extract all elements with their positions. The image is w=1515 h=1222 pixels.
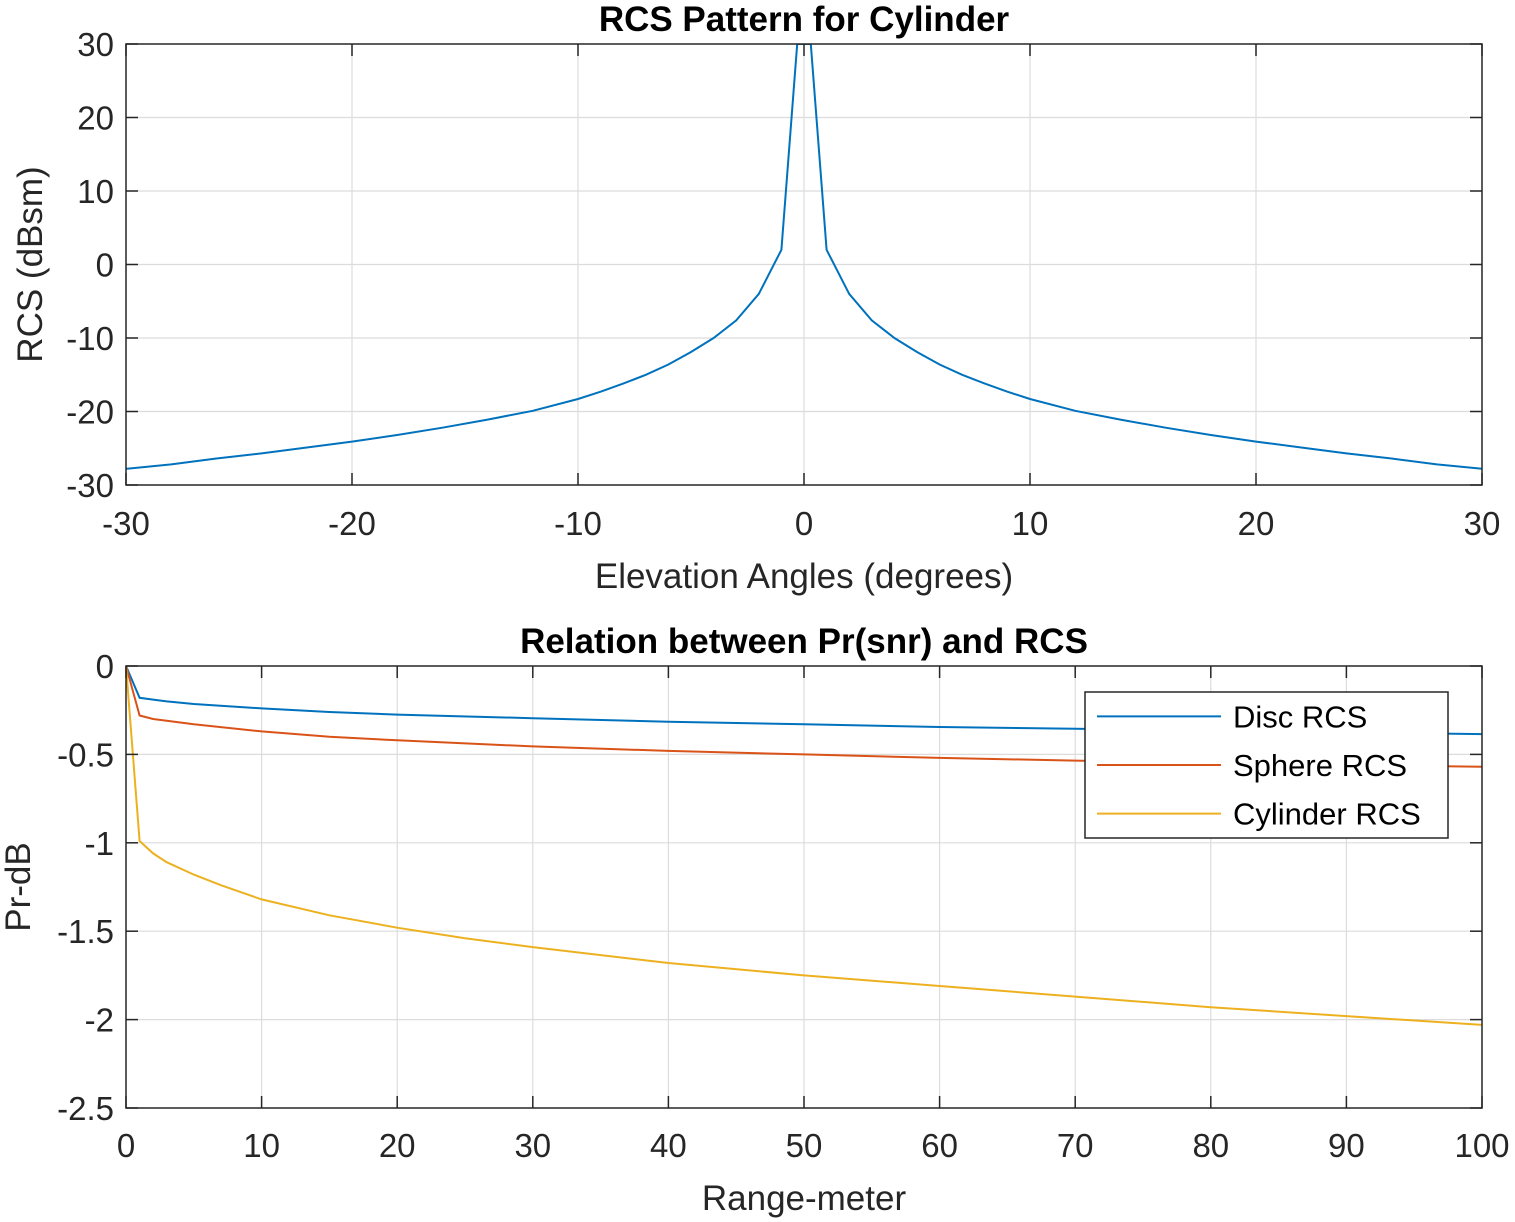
- y-tick-label: -1: [85, 825, 114, 862]
- series-line: [126, 44, 1482, 470]
- x-tick-labels: 0 10 20 30 40 50 60 70 80 90 100: [117, 1127, 1510, 1164]
- x-tick-label: 20: [1238, 505, 1275, 542]
- x-axis-label: Range-meter: [702, 1179, 907, 1218]
- x-tick-label: 0: [117, 1127, 135, 1164]
- x-tick-label: 30: [1464, 505, 1501, 542]
- y-tick-label: 10: [77, 173, 114, 210]
- y-axis-label: Pr-dB: [0, 842, 38, 931]
- y-axis-label: RCS (dBsm): [11, 166, 50, 362]
- y-tick-label: 0: [96, 648, 114, 685]
- x-tick-label: 80: [1192, 1127, 1229, 1164]
- x-tick-label: 100: [1454, 1127, 1509, 1164]
- x-tick-label: 0: [795, 505, 813, 542]
- y-tick-labels: -30 -20 -10 0 10 20 30: [66, 26, 114, 504]
- series-group: [126, 44, 1482, 470]
- x-tick-label: 40: [650, 1127, 687, 1164]
- legend-label-sphere: Sphere RCS: [1233, 748, 1407, 783]
- x-tick-label: 30: [514, 1127, 551, 1164]
- x-tick-label: 70: [1057, 1127, 1094, 1164]
- x-tick-label: -10: [554, 505, 602, 542]
- y-tick-label: -1.5: [57, 913, 114, 950]
- legend-label-disc: Disc RCS: [1233, 699, 1367, 734]
- chart-rcs-pattern: -30 -20 -10 0 10 20 30 -30 -20 -10 0 10 20 30 RCS Pa…: [11, 0, 1500, 596]
- y-tick-label: 30: [77, 26, 114, 63]
- x-tick-label: 90: [1328, 1127, 1365, 1164]
- ticks: [125, 43, 1483, 486]
- series-line-cylinder-rcs: [126, 666, 1482, 1026]
- y-tick-label: -30: [66, 467, 114, 504]
- chart-pr-vs-rcs: 0 10 20 30 40 50 60 70 80 90 100 -2.5 -2 -1.5 -1 -0.5 0…: [0, 622, 1510, 1218]
- x-tick-label: 20: [379, 1127, 416, 1164]
- y-tick-label: -0.5: [57, 736, 114, 773]
- x-tick-label: 10: [243, 1127, 280, 1164]
- x-tick-label: -30: [102, 505, 150, 542]
- x-tick-label: -20: [328, 505, 376, 542]
- y-tick-label: 20: [77, 100, 114, 137]
- x-tick-label: 60: [921, 1127, 958, 1164]
- legend-label-cylinder: Cylinder RCS: [1233, 797, 1421, 832]
- y-tick-labels: -2.5 -2 -1.5 -1 -0.5 0: [57, 648, 114, 1127]
- y-tick-label: -10: [66, 320, 114, 357]
- y-tick-label: -2: [85, 1002, 114, 1039]
- y-tick-label: -2.5: [57, 1090, 114, 1127]
- grid: [126, 44, 1482, 485]
- chart-title: Relation between Pr(snr) and RCS: [520, 622, 1088, 661]
- legend: Disc RCS Sphere RCS Cylinder RCS: [1084, 691, 1449, 839]
- ticks: [125, 665, 1483, 1109]
- x-tick-label: 50: [786, 1127, 823, 1164]
- x-axis-label: Elevation Angles (degrees): [595, 557, 1013, 596]
- x-tick-labels: -30 -20 -10 0 10 20 30: [102, 505, 1500, 542]
- x-tick-label: 10: [1012, 505, 1049, 542]
- chart-title: RCS Pattern for Cylinder: [599, 0, 1010, 39]
- y-tick-label: 0: [96, 247, 114, 284]
- y-tick-label: -20: [66, 394, 114, 431]
